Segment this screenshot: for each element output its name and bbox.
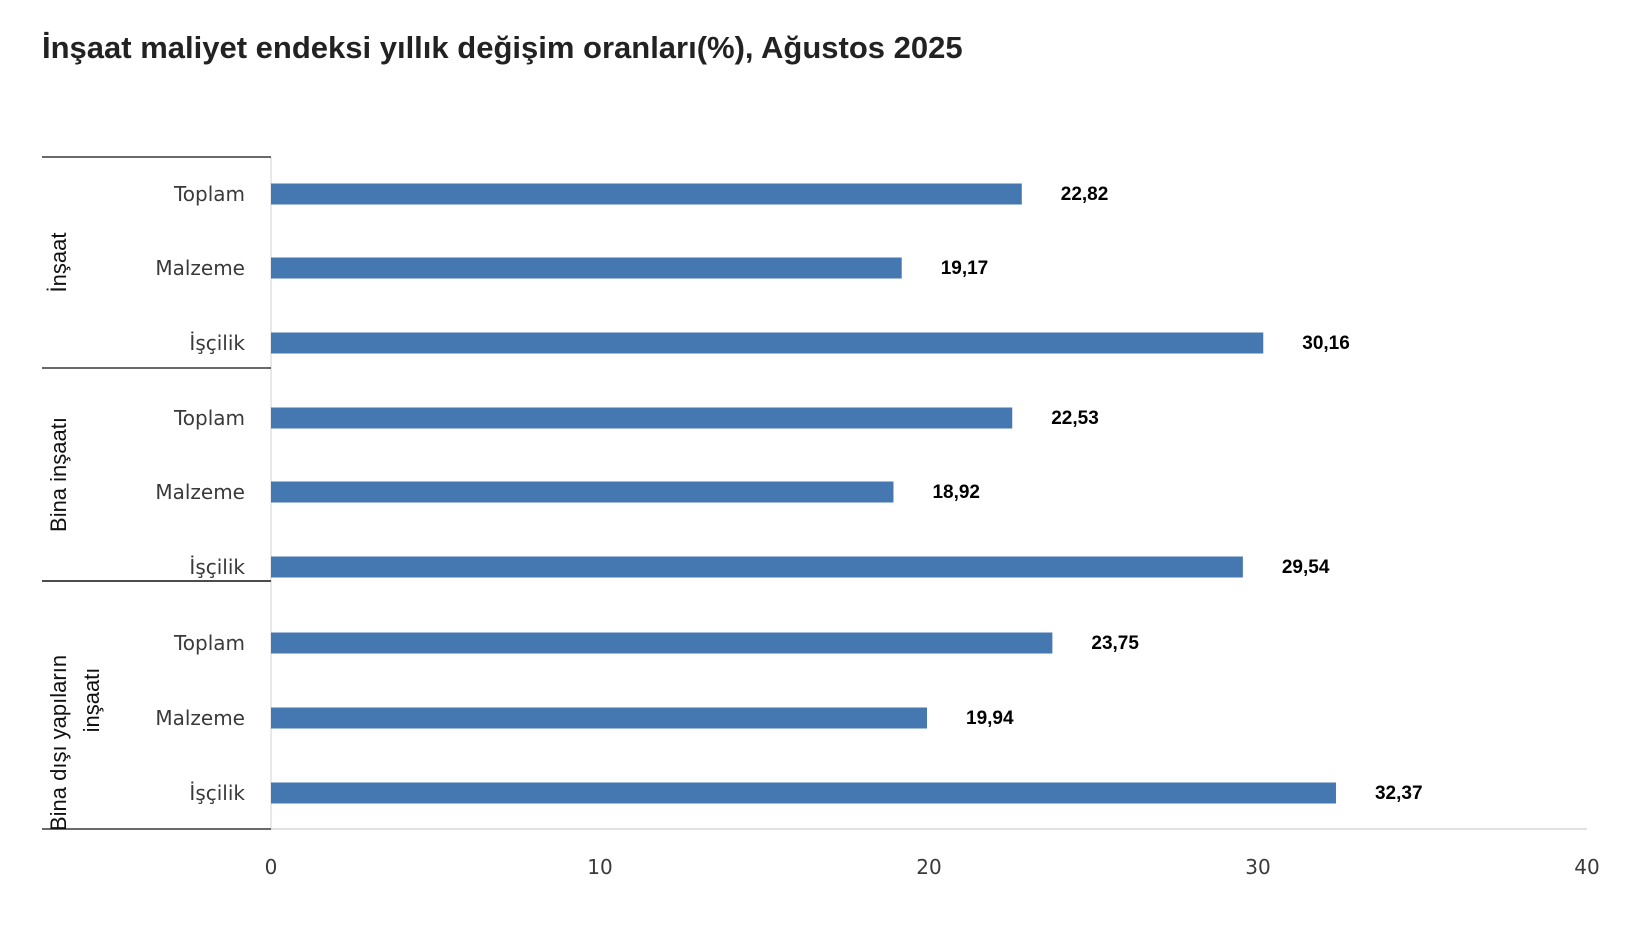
x-tick-label: 10 (587, 855, 612, 879)
bar (271, 481, 894, 503)
bar (271, 407, 1013, 429)
category-label: İşçilik (189, 555, 245, 579)
group-label: Bina inşaatı (46, 417, 71, 532)
bar (271, 632, 1053, 654)
bar (271, 707, 928, 729)
bar (271, 782, 1336, 804)
category-label: İşçilik (189, 331, 245, 355)
chart-title: İnşaat maliyet endeksi yıllık değişim or… (42, 30, 963, 65)
x-tick-label: 0 (265, 855, 278, 879)
category-label: Toplam (173, 182, 245, 206)
group-label-line: inşaatı (79, 668, 104, 733)
category-label: Malzeme (155, 480, 245, 504)
x-tick-label: 30 (1245, 855, 1270, 879)
data-label: 23,75 (1091, 633, 1139, 654)
category-label: Malzeme (155, 256, 245, 280)
data-label: 22,82 (1061, 184, 1109, 205)
data-label: 19,17 (941, 258, 989, 279)
data-label: 32,37 (1375, 783, 1423, 804)
data-label: 19,94 (966, 708, 1014, 729)
bar (271, 556, 1243, 578)
data-label: 29,54 (1282, 557, 1330, 578)
data-label: 22,53 (1051, 408, 1099, 429)
category-label: Malzeme (155, 706, 245, 730)
bar (271, 332, 1264, 354)
category-label: Toplam (173, 631, 245, 655)
bar (271, 257, 902, 279)
data-label: 30,16 (1302, 333, 1350, 354)
x-tick-label: 40 (1574, 855, 1599, 879)
group-label-line: Bina dışı yapıların (46, 655, 71, 831)
bar (271, 183, 1022, 205)
data-label: 18,92 (932, 482, 980, 503)
category-label: İşçilik (189, 781, 245, 805)
x-tick-label: 20 (916, 855, 941, 879)
group-label: İnşaat (46, 233, 71, 293)
category-label: Toplam (173, 406, 245, 430)
